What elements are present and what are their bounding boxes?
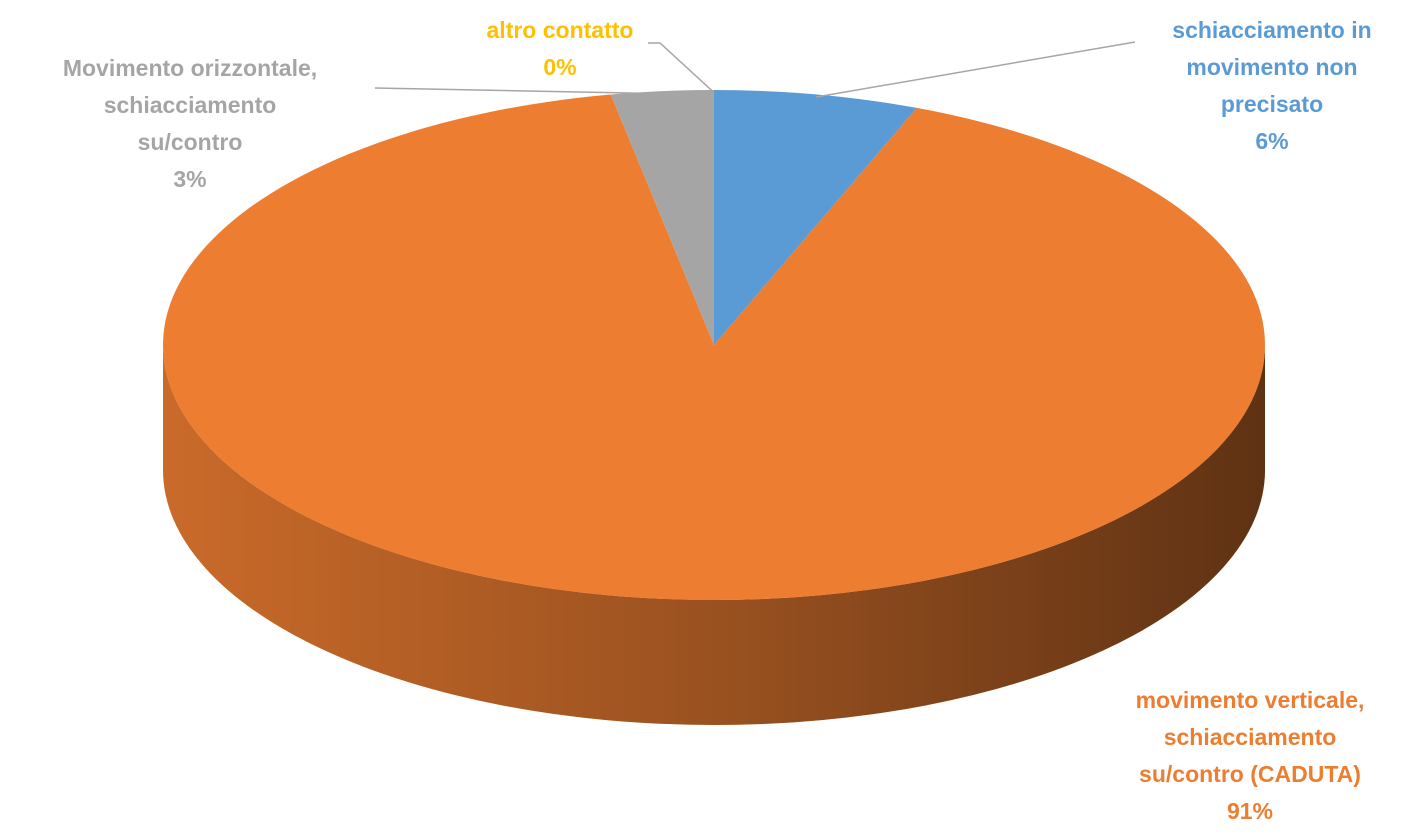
value-label: 6% [1255,128,1289,154]
data-label: Movimento orizzontale, schiacciamento su… [10,50,370,198]
category-label: altro contatto [486,17,634,43]
leader-line [648,42,715,94]
category-label: movimento verticale, schiacciamento su/c… [1135,687,1365,787]
leader-line [816,41,1136,98]
slice [162,94,1265,601]
data-label: schiacciamento in movimento non precisat… [1132,12,1409,160]
value-label: 3% [173,166,207,192]
value-label: 91% [1226,798,1274,824]
data-label: movimento verticale, schiacciamento su/c… [1085,682,1409,830]
slice [610,90,714,345]
category-label: Movimento orizzontale, schiacciamento su… [62,55,318,155]
slice [714,90,917,345]
value-label: 0% [543,54,577,80]
category-label: schiacciamento in movimento non precisat… [1172,17,1372,117]
leader-line [374,87,663,95]
data-label: altro contatto 0% [450,12,670,86]
slice-side-shade [163,345,1265,725]
